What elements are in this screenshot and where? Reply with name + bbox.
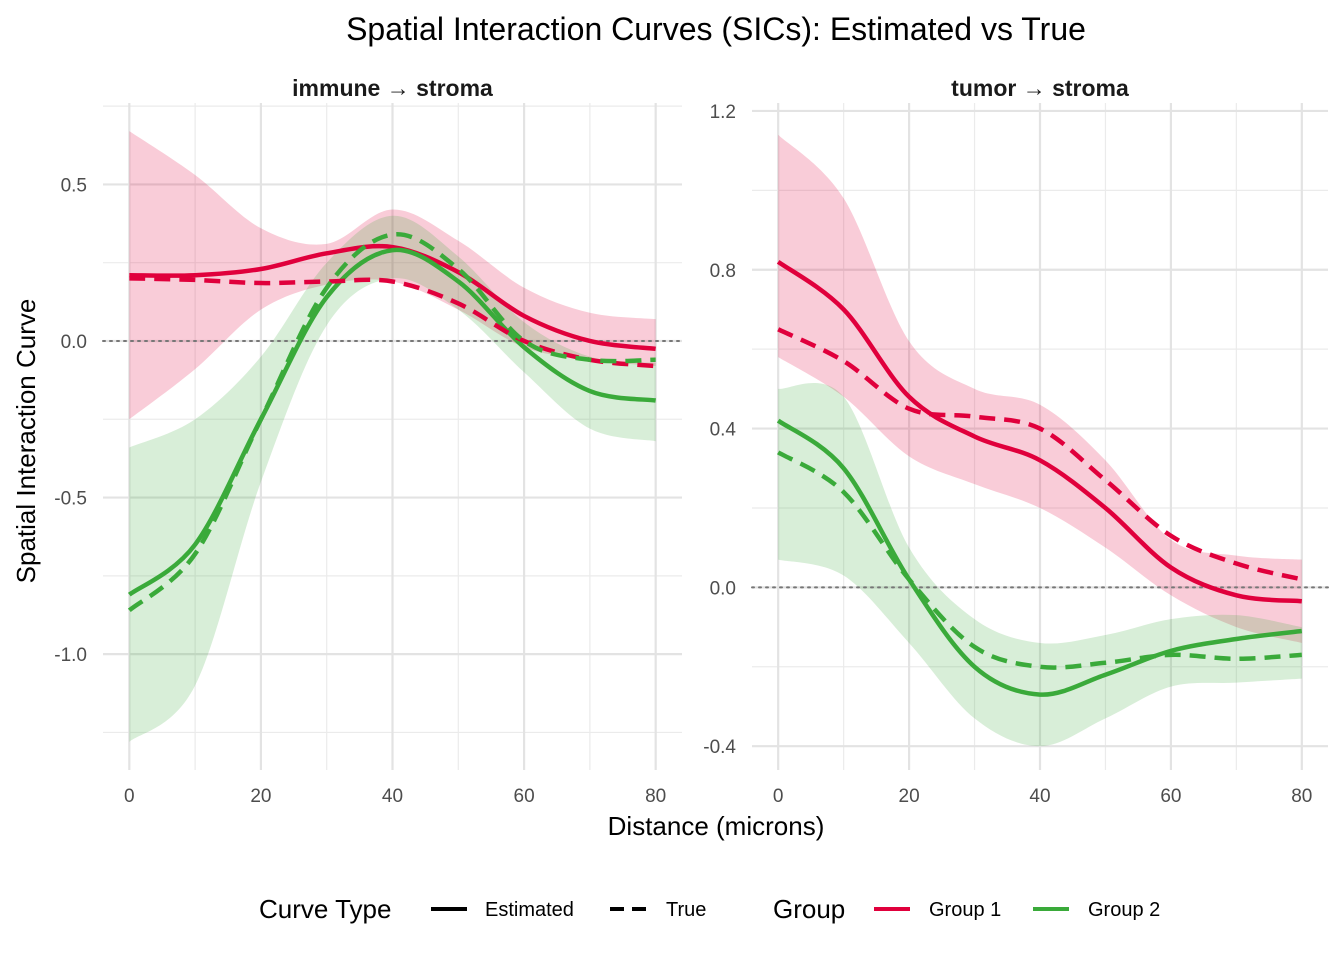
panel-strip-label: tumor → stroma <box>951 75 1129 101</box>
series-line-group-2-estimated <box>776 418 1303 697</box>
y-tick-label: 0.4 <box>710 420 737 441</box>
panel-strip-label: immune → stroma <box>292 75 493 101</box>
y-tick-label: -0.4 <box>703 737 736 758</box>
legend-group-title: Group <box>773 894 845 924</box>
y-axis-title: Spatial Interaction Curve <box>11 299 41 584</box>
panel-immune-stroma: immune → stroma 0 20 40 60 80 0.5 0.0 -0.5 -1.0 <box>54 75 683 807</box>
x-tick-label: 40 <box>1029 786 1050 807</box>
x-axis-title: Distance (microns) <box>608 811 825 841</box>
x-tick-label: 0 <box>124 786 135 807</box>
legend-curve-type-title: Curve Type <box>259 894 391 924</box>
y-tick-label: 1.2 <box>710 102 736 123</box>
legend-estimated-label: Estimated <box>485 899 574 921</box>
y-tick-label: 0.8 <box>710 261 736 282</box>
y-tick-label: 0.5 <box>61 175 87 196</box>
series-line-group-1-true <box>129 276 656 369</box>
chart-title: Spatial Interaction Curves (SICs): Estim… <box>346 11 1086 47</box>
x-tick-label: 80 <box>645 786 666 807</box>
x-tick-label: 20 <box>899 786 920 807</box>
series-line-group-1-estimated <box>776 259 1303 604</box>
series-line-group-2-true <box>127 232 656 613</box>
legend-group1-label: Group 1 <box>929 899 1001 921</box>
ci-band-group-1 <box>778 134 1302 643</box>
x-tick-label: 20 <box>250 786 271 807</box>
panel-tumor-stroma: tumor → stroma 0 20 40 60 80 1.2 0.8 0.4 0.0 -0.4 <box>703 75 1329 807</box>
x-tick-label: 40 <box>382 786 403 807</box>
y-tick-label: 0.0 <box>710 578 736 599</box>
series-line-group-1-true <box>777 327 1303 582</box>
y-tick-label: -1.0 <box>54 645 87 666</box>
x-tick-label: 60 <box>1160 786 1181 807</box>
gridlines <box>752 103 1328 770</box>
x-tick-label: 60 <box>514 786 535 807</box>
x-tick-label: 0 <box>773 786 784 807</box>
legend: Curve Type Estimated True Group Group 1 … <box>259 894 1160 924</box>
legend-true-label: True <box>666 899 706 921</box>
series-line-group-2-true <box>777 450 1302 670</box>
legend-group2-label: Group 2 <box>1088 899 1160 921</box>
y-tick-label: -0.5 <box>54 489 87 510</box>
gridlines <box>103 103 682 770</box>
series-line-group-1-estimated <box>129 243 656 352</box>
x-tick-label: 80 <box>1291 786 1312 807</box>
y-tick-label: 0.0 <box>61 332 87 353</box>
ci-band-group-1 <box>129 131 656 420</box>
series-line-group-2-estimated <box>127 247 656 597</box>
